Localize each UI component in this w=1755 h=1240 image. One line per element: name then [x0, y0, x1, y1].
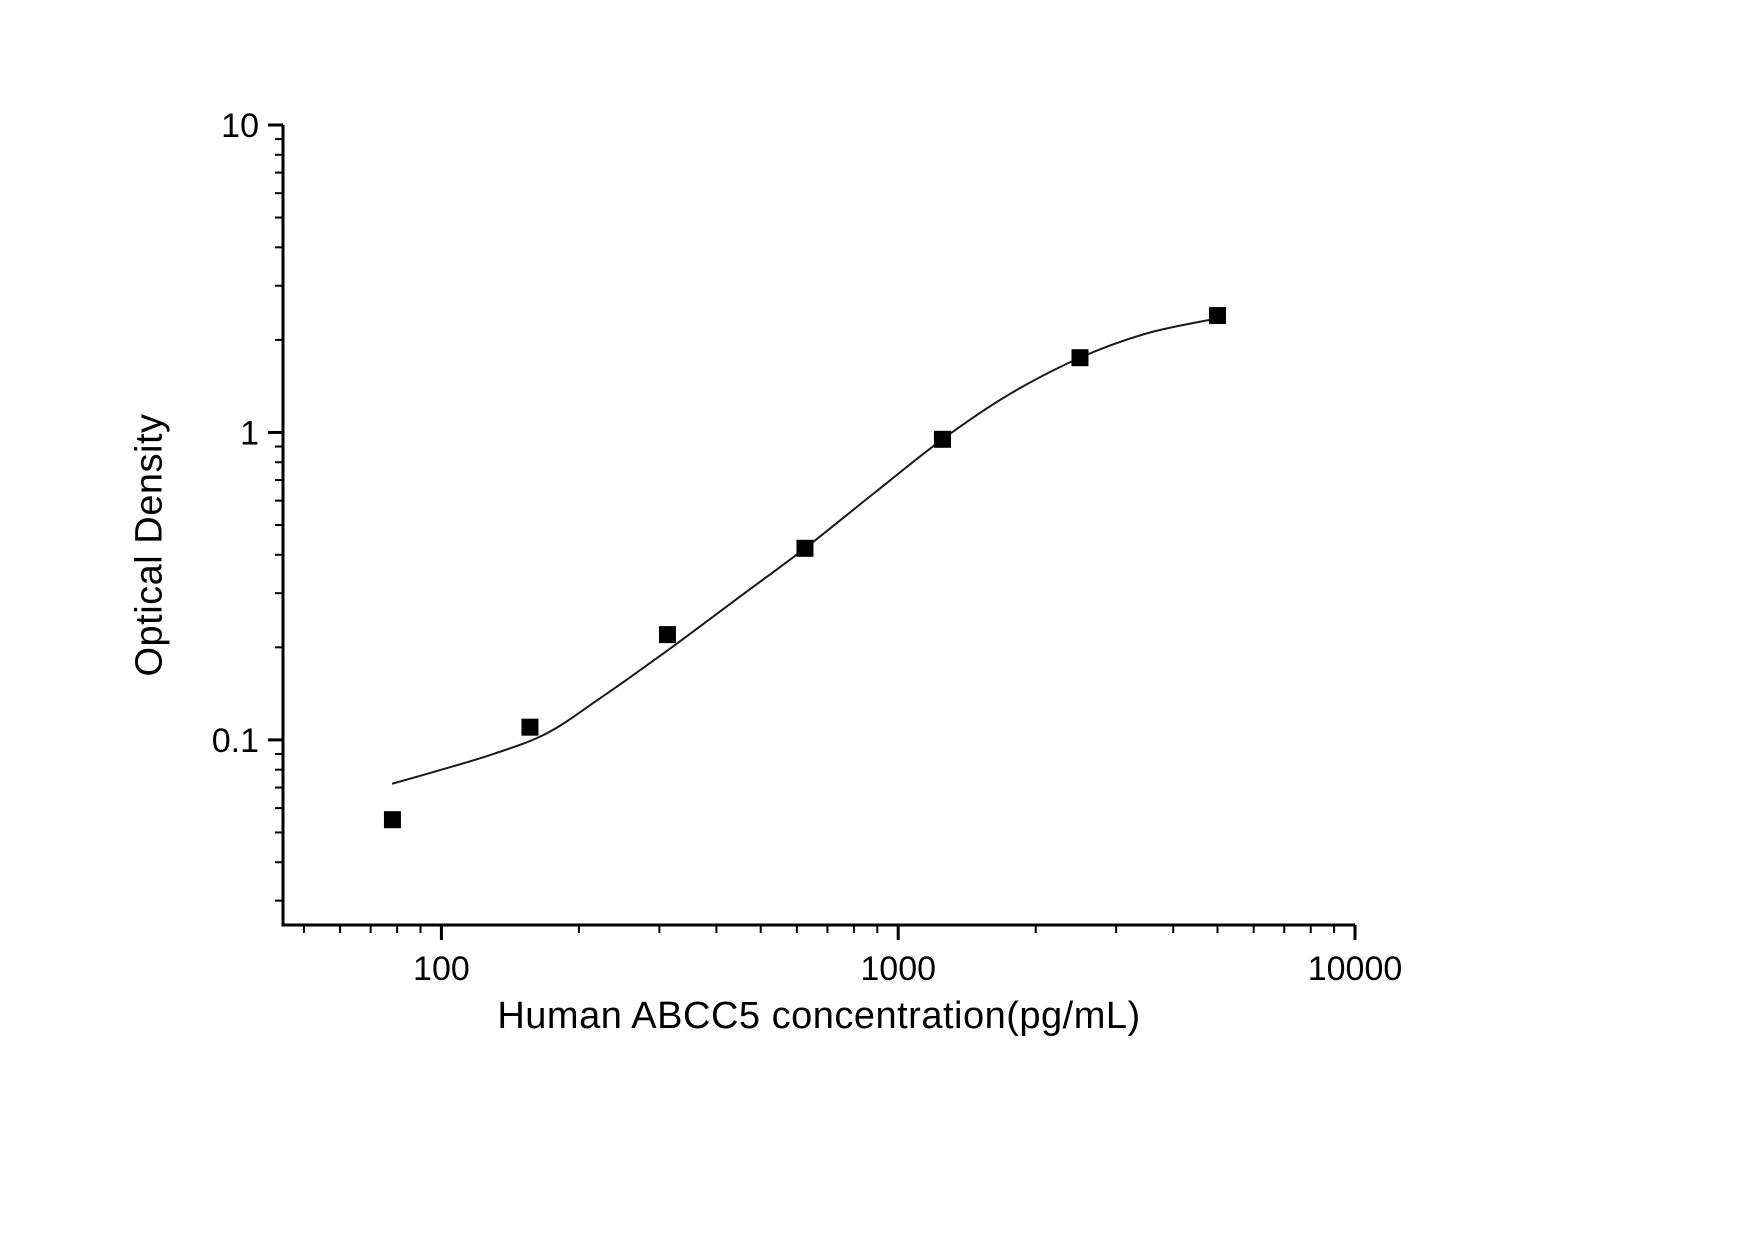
y-tick-label: 1: [240, 414, 259, 452]
data-point: [1208, 307, 1226, 325]
data-point: [796, 539, 814, 557]
y-axis-title: Optical Density: [128, 413, 171, 677]
y-tick-label: 0.1: [212, 722, 259, 760]
data-point: [1071, 349, 1089, 367]
data-point: [383, 811, 401, 829]
y-tick-label: 10: [221, 107, 259, 145]
x-tick-label: 100: [413, 950, 470, 988]
data-point: [521, 718, 539, 736]
x-axis-title: Human ABCC5 concentration(pg/mL): [497, 995, 1141, 1037]
x-tick-label: 10000: [1308, 950, 1403, 988]
data-point: [933, 430, 951, 448]
data-point: [658, 626, 676, 644]
x-tick-label: 1000: [860, 950, 936, 988]
